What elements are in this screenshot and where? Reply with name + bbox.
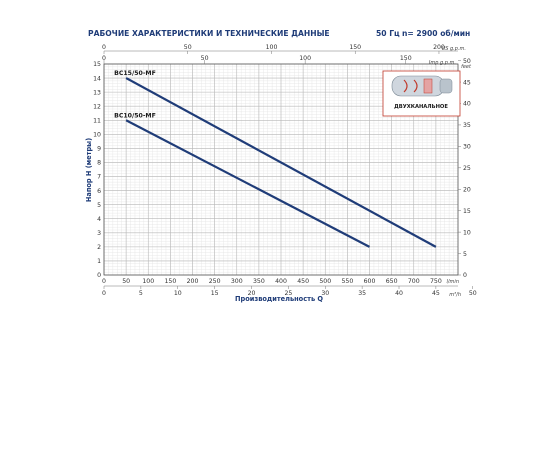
y-tick-label: 15: [93, 61, 101, 68]
feet-tick-label: 5: [463, 251, 467, 258]
x-tick-label: 250: [209, 278, 221, 285]
frequency-label: 50 Гц: [376, 29, 400, 38]
chart-title: РАБОЧИЕ ХАРАКТЕРИСТИКИ И ТЕХНИЧЕСКИЕ ДАН…: [88, 29, 330, 38]
pump-inset: ДВУХКАНАЛЬНОЕ: [382, 70, 461, 117]
feet-tick-label: 0: [463, 272, 467, 279]
x-tick-label: 400: [275, 278, 287, 285]
imp-gpm-tick-label: 150: [400, 55, 412, 62]
m3h-tick-label: 5: [139, 290, 143, 297]
us-gpm-tick-label: 100: [266, 44, 278, 51]
x-tick-label: 200: [187, 278, 199, 285]
us-gpm-tick-label: 0: [102, 44, 106, 51]
feet-tick-label: 15: [463, 208, 471, 215]
y-tick-label: 13: [93, 89, 101, 96]
feet-unit-label: feet: [461, 64, 472, 70]
x-tick-label: 450: [297, 278, 309, 285]
series-line-1: [125, 119, 371, 248]
y-tick-label: 12: [93, 103, 101, 110]
feet-tick-label: 35: [463, 122, 471, 129]
x-tick-label: 300: [231, 278, 243, 285]
y-tick-label: 4: [97, 216, 101, 223]
x-tick-label: 600: [364, 278, 376, 285]
grid: [103, 63, 459, 276]
y-tick-label: 0: [97, 272, 101, 279]
imp-gpm-tick-label: 100: [299, 55, 311, 62]
m3h-tick-label: 15: [211, 290, 219, 297]
x-tick-label: 350: [253, 278, 265, 285]
y-tick-label: 11: [93, 117, 101, 124]
x-tick-label: 100: [142, 278, 154, 285]
series-label-0: BC15/50-MF: [114, 70, 156, 77]
x-axis-title: Производительность Q: [235, 295, 323, 303]
x-tick-label: 700: [408, 278, 420, 285]
y-tick-label: 14: [93, 75, 101, 82]
x-tick-label: 750: [430, 278, 442, 285]
us-gpm-tick-label: 150: [349, 44, 361, 51]
speed-label: n= 2900 об/мин: [402, 29, 471, 38]
x-tick-label: 650: [386, 278, 398, 285]
imp-gpm-unit-label: Imp g.p.m.: [429, 60, 456, 66]
feet-tick-label: 45: [463, 79, 471, 86]
x-tick-label: 150: [164, 278, 176, 285]
y-tick-label: 6: [97, 188, 101, 195]
feet-tick-label: 20: [463, 186, 471, 193]
feet-tick-label: 25: [463, 165, 471, 172]
y-tick-label: 10: [93, 132, 101, 139]
x-tick-label: 0: [102, 278, 106, 285]
x-tick-label: 500: [319, 278, 331, 285]
feet-tick-label: 30: [463, 144, 471, 151]
x-unit-label: l/min: [446, 279, 459, 285]
x-tick-label: 50: [122, 278, 130, 285]
imp-gpm-tick-label: 50: [201, 55, 209, 62]
series: BC15/50-MF BC10/50-MF: [114, 70, 437, 248]
m3h-tick-label: 0: [102, 290, 106, 297]
tick-labels: 0 50 100 150 200 250 300 350 400 450 500 550 600 650 7…: [93, 44, 477, 297]
us-gpm-unit-label: US g.p.m.: [442, 46, 466, 52]
x-tick-label: 550: [341, 278, 353, 285]
series-line-0: [125, 77, 437, 248]
plot-border: [103, 63, 459, 276]
y-tick-label: 7: [97, 174, 101, 181]
feet-tick-label: 40: [463, 101, 471, 108]
feet-tick-label: 10: [463, 229, 471, 236]
imp-gpm-tick-label: 0: [102, 55, 106, 62]
us-gpm-tick-label: 50: [184, 44, 192, 51]
series-label-1: BC10/50-MF: [114, 112, 156, 119]
m3h-tick-label: 40: [395, 290, 403, 297]
y-tick-label: 9: [97, 146, 101, 153]
feet-tick-label: 50: [463, 58, 471, 65]
m3h-tick-label: 45: [432, 290, 440, 297]
m3h-tick-label: 35: [358, 290, 366, 297]
m3h-tick-label: 10: [174, 290, 182, 297]
y-tick-label: 5: [97, 202, 101, 209]
inset-label: ДВУХКАНАЛЬНОЕ: [394, 104, 448, 110]
y-tick-label: 2: [97, 244, 101, 251]
m3h-tick-label: 25: [284, 290, 292, 297]
m3h-tick-label: 50: [469, 290, 477, 297]
pump-impeller-icon: [391, 75, 453, 97]
us-gpm-tick-label: 200: [433, 44, 445, 51]
m3h-unit-label: m³/h: [449, 292, 461, 298]
y-axis-title: Напор H (метры): [85, 138, 93, 202]
y-tick-label: 8: [97, 160, 101, 167]
m3h-tick-label: 20: [248, 290, 256, 297]
y-tick-label: 3: [97, 230, 101, 237]
y-tick-label: 1: [97, 258, 101, 265]
m3h-tick-label: 30: [321, 290, 329, 297]
